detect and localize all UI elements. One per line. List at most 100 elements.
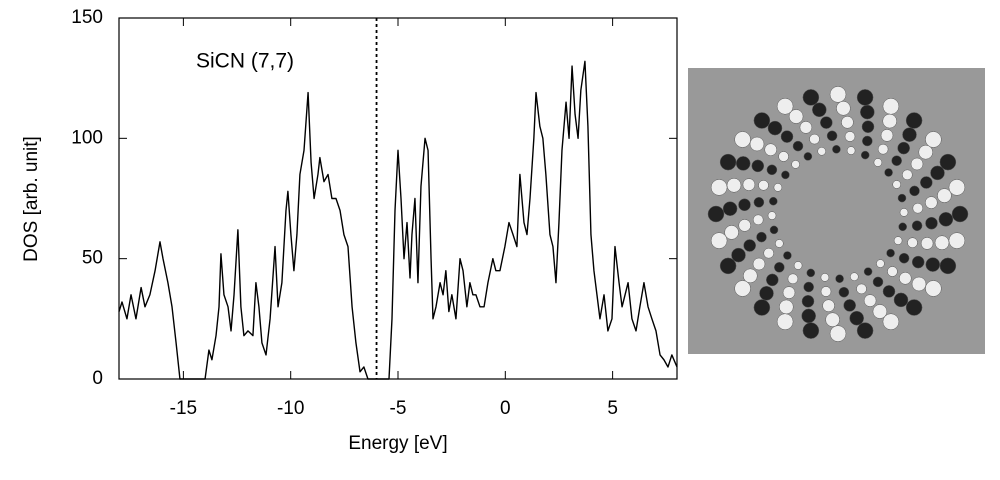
atom	[897, 193, 907, 203]
atom	[892, 180, 901, 189]
atom	[806, 268, 816, 278]
atom	[856, 322, 874, 339]
atom	[873, 158, 883, 167]
atom	[817, 147, 826, 156]
atom	[877, 143, 889, 155]
atom	[893, 236, 903, 245]
atom	[753, 112, 771, 129]
atom	[925, 280, 942, 297]
atom	[934, 235, 950, 250]
atom	[882, 313, 900, 330]
atom	[791, 160, 800, 169]
atom	[898, 252, 910, 264]
atom	[788, 109, 804, 124]
atom	[887, 266, 898, 277]
atom	[793, 261, 803, 270]
atom	[799, 121, 813, 134]
atom	[767, 211, 777, 220]
atom	[918, 144, 933, 160]
atom	[780, 130, 794, 143]
atom	[882, 113, 897, 129]
atom	[861, 120, 875, 133]
atom	[767, 120, 783, 136]
atom	[844, 131, 856, 142]
atom	[882, 285, 896, 298]
atom	[820, 116, 833, 129]
atom	[801, 295, 815, 308]
atom	[779, 299, 794, 315]
atom	[951, 205, 969, 223]
atom	[812, 102, 827, 118]
atom	[734, 280, 751, 297]
x-tick-label: -15	[170, 398, 197, 419]
x-axis-label: Energy [eV]	[348, 433, 447, 454]
atom	[743, 239, 756, 252]
atom	[897, 141, 910, 155]
atom	[829, 325, 847, 342]
atom	[735, 156, 751, 171]
atom	[774, 262, 785, 273]
atom	[766, 273, 779, 287]
atom	[787, 273, 799, 285]
atom	[899, 208, 909, 217]
atom	[820, 273, 830, 282]
atom	[766, 164, 778, 176]
atom	[882, 98, 900, 115]
atom	[825, 312, 840, 327]
atom	[893, 292, 909, 308]
atom	[856, 89, 874, 106]
atom	[930, 165, 945, 181]
atom	[832, 145, 841, 154]
atom	[829, 86, 847, 103]
atom	[850, 272, 859, 281]
atom	[920, 237, 934, 250]
atom	[782, 286, 796, 299]
atom	[726, 178, 742, 193]
atom	[719, 257, 737, 275]
atom	[938, 212, 954, 227]
atom	[792, 140, 804, 152]
atom	[756, 231, 767, 243]
atom	[920, 176, 933, 189]
atom	[899, 272, 912, 285]
atom	[752, 257, 766, 271]
atom	[939, 257, 957, 275]
atom	[948, 232, 966, 249]
atom	[731, 247, 746, 263]
atom	[753, 197, 765, 208]
atom	[884, 168, 893, 177]
atom	[724, 225, 739, 240]
plot: 0 50 100 150 -15 -10 -5 0 5	[71, 7, 678, 419]
atom	[872, 276, 884, 288]
atom	[905, 112, 923, 129]
atom	[912, 202, 924, 214]
atom	[948, 179, 966, 196]
x-tick-label: 5	[607, 398, 618, 419]
atom	[939, 153, 957, 171]
atom	[749, 136, 765, 152]
atom	[891, 155, 902, 166]
atom	[846, 146, 856, 155]
atom	[836, 101, 851, 116]
atom	[738, 198, 751, 212]
atom	[783, 251, 792, 260]
atom	[776, 98, 794, 115]
atom	[803, 281, 814, 293]
atom	[722, 201, 738, 216]
atom	[898, 222, 907, 232]
atom	[710, 179, 728, 196]
atom	[751, 159, 765, 173]
atom	[773, 183, 783, 192]
atom	[876, 259, 885, 268]
x-tick-label: -5	[390, 398, 407, 419]
atom	[907, 237, 918, 248]
atom	[734, 131, 751, 148]
atom	[820, 286, 832, 297]
atom	[769, 225, 779, 235]
atom	[764, 143, 777, 156]
atom	[856, 283, 867, 295]
atom	[909, 185, 920, 197]
atom	[872, 304, 888, 319]
atom	[742, 178, 756, 191]
